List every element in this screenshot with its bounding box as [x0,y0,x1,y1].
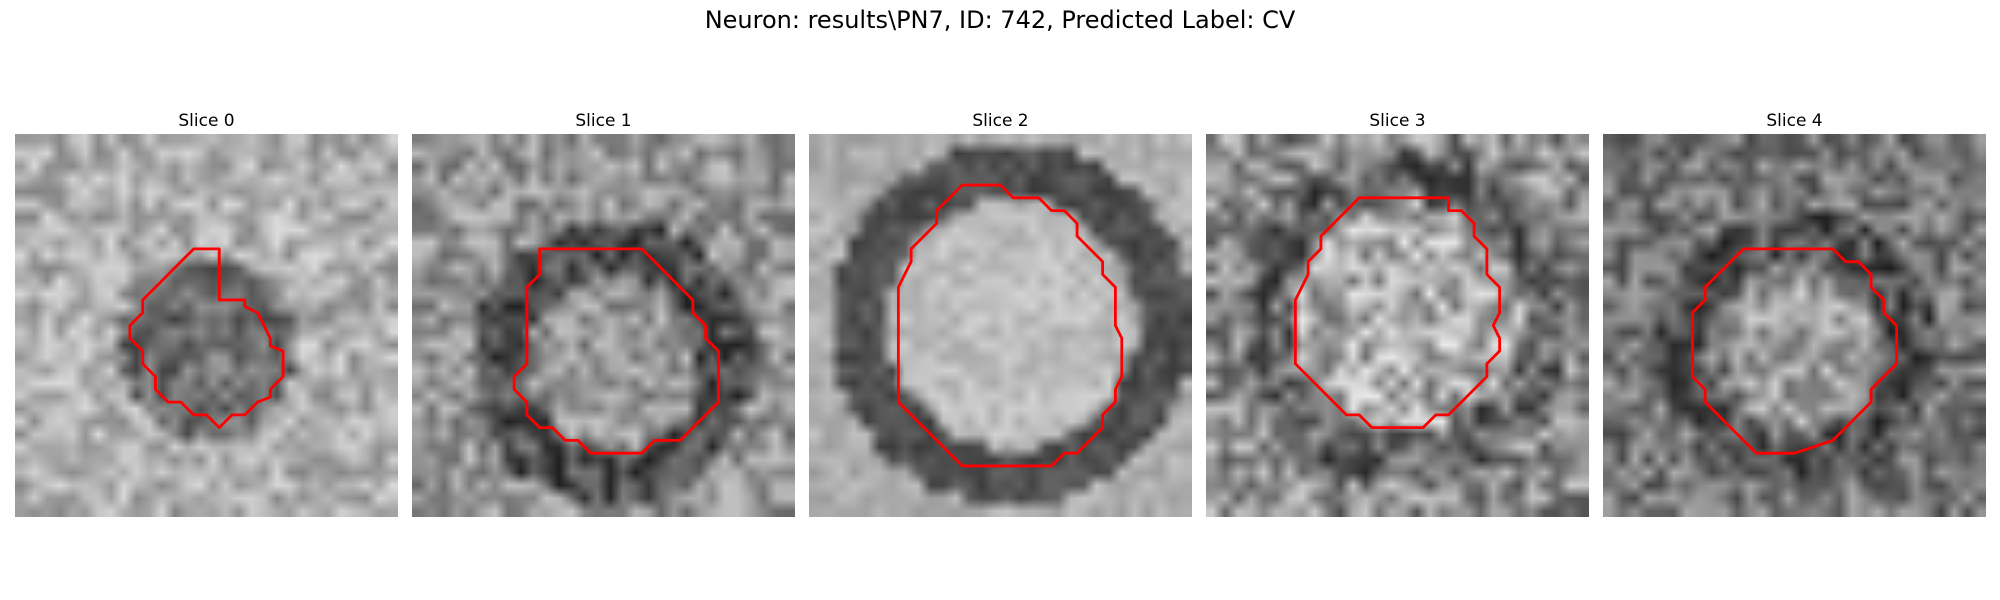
slice-title: Slice 3 [1369,111,1426,131]
slice-title: Slice 2 [972,111,1029,131]
slice-panel-1: Slice 1 [412,108,795,517]
slice-panel-4: Slice 4 [1603,108,1986,517]
slice-title: Slice 0 [178,111,235,131]
slice-image [412,134,795,517]
slice-image [15,134,398,517]
slice-title: Slice 1 [575,111,632,131]
slice-panel-2: Slice 2 [809,108,1192,517]
slice-panel-0: Slice 0 [15,108,398,517]
slice-image [809,134,1192,517]
slice-title: Slice 4 [1766,111,1823,131]
slice-image [1603,134,1986,517]
slice-panel-3: Slice 3 [1206,108,1589,517]
slice-image [1206,134,1589,517]
figure-title: Neuron: results\PN7, ID: 742, Predicted … [704,6,1296,34]
